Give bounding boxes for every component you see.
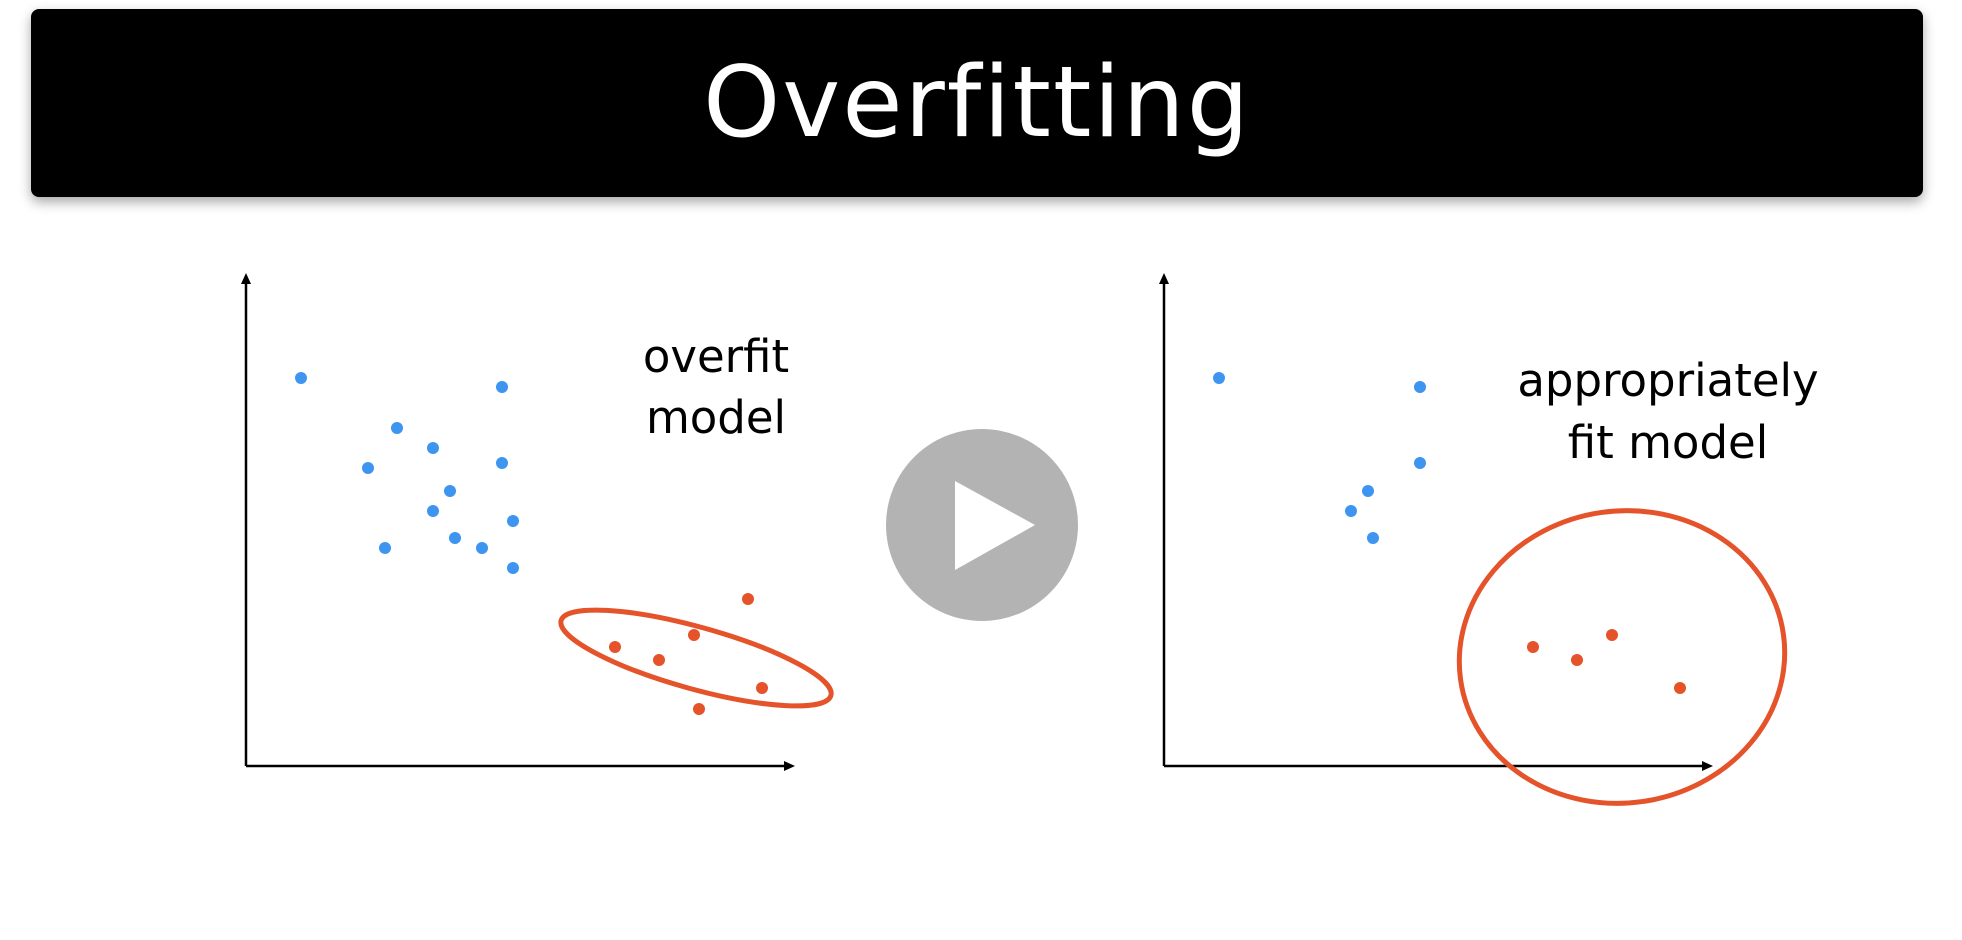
data-point [1674, 682, 1686, 694]
left-blue-points [295, 372, 519, 574]
data-point [693, 703, 705, 715]
right-panel-label-line1: appropriately [1517, 354, 1818, 407]
data-point [1213, 372, 1225, 384]
data-point [756, 682, 768, 694]
data-point [496, 457, 508, 469]
data-point [379, 542, 391, 554]
data-point [391, 422, 403, 434]
data-point [427, 442, 439, 454]
data-point [609, 641, 621, 653]
data-point [295, 372, 307, 384]
data-point [1606, 629, 1618, 641]
data-point [476, 542, 488, 554]
data-point [507, 515, 519, 527]
right-panel: appropriately fit model [1159, 273, 1819, 806]
data-point [507, 562, 519, 574]
title-bar: Overfitting [31, 9, 1923, 197]
data-point [449, 532, 461, 544]
right-blue-points [1213, 372, 1426, 544]
data-point [1527, 641, 1539, 653]
data-point [427, 505, 439, 517]
left-orange-points [609, 593, 768, 715]
left-panel: overfit model [241, 273, 834, 771]
right-orange-points [1527, 629, 1686, 694]
left-panel-label-line1: overfit [643, 330, 789, 383]
play-icon[interactable] [955, 481, 1035, 570]
data-point [653, 654, 665, 666]
data-point [742, 593, 754, 605]
page-title: Overfitting [703, 46, 1251, 160]
fit-boundary [1456, 508, 1788, 806]
data-point [362, 462, 374, 474]
right-panel-label-line2: fit model [1568, 416, 1768, 469]
data-point [1345, 505, 1357, 517]
data-point [1367, 532, 1379, 544]
data-point [1571, 654, 1583, 666]
play-button[interactable] [886, 429, 1078, 621]
data-point [1414, 457, 1426, 469]
data-point [688, 629, 700, 641]
data-point [496, 381, 508, 393]
data-point [444, 485, 456, 497]
overfit-boundary [558, 607, 834, 709]
data-point [1414, 381, 1426, 393]
left-panel-label-line2: model [646, 391, 786, 444]
data-point [1362, 485, 1374, 497]
